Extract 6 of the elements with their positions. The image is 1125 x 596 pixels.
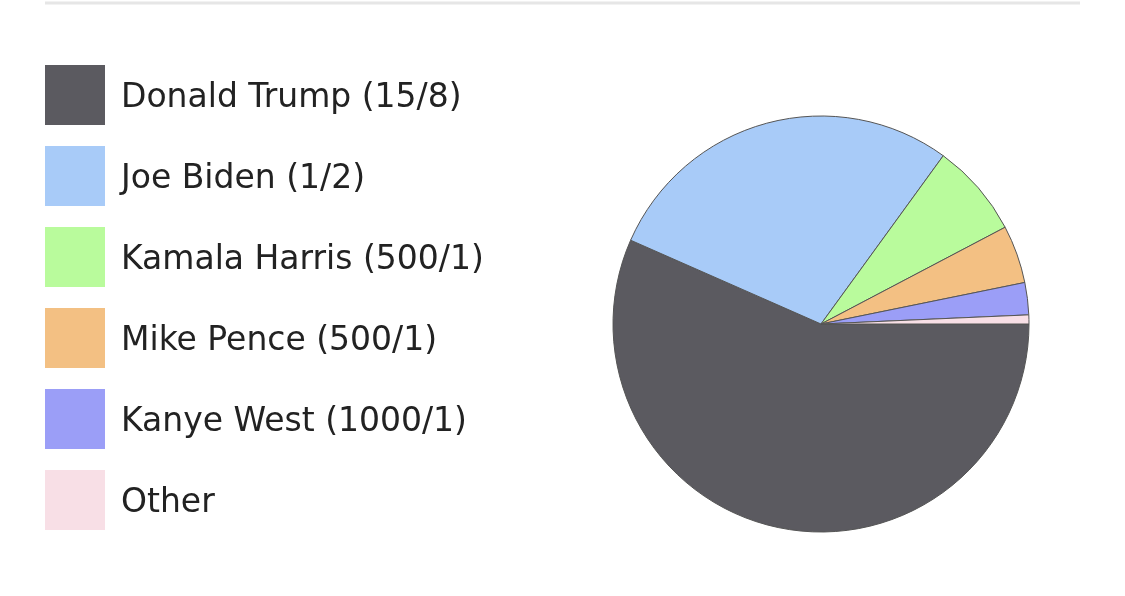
legend-label: Kanye West (1000/1): [121, 400, 467, 439]
legend-label: Mike Pence (500/1): [121, 319, 438, 358]
legend-label: Donald Trump (15/8): [121, 76, 462, 115]
legend-label: Joe Biden (1/2): [119, 157, 366, 196]
legend-label: Kamala Harris (500/1): [121, 238, 484, 277]
legend-label: Other: [121, 481, 216, 520]
